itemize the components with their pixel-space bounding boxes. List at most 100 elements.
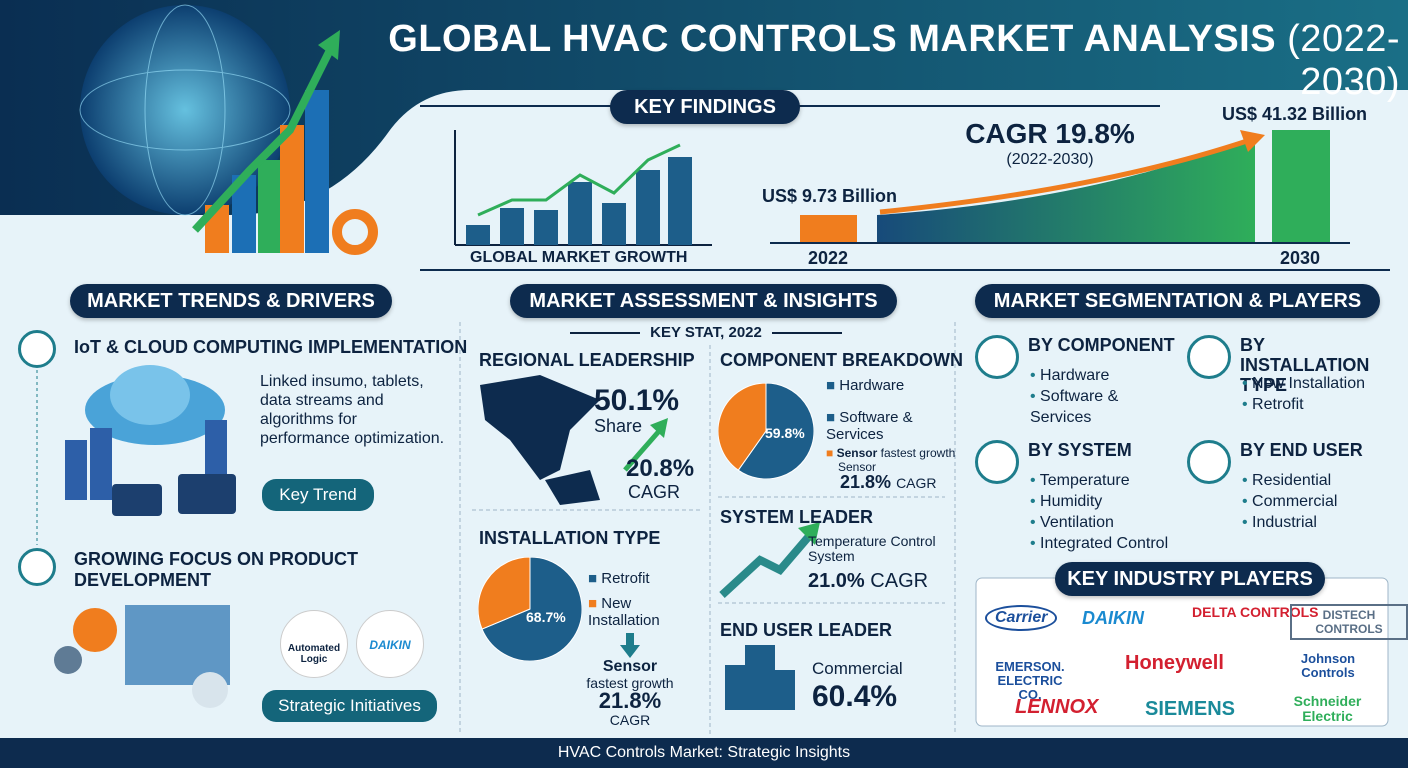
heading: COMPONENT BREAKDOWN [720,350,963,370]
heading: END USER LEADER [720,620,893,640]
player-logo: DISTECH CONTROLS [1290,604,1408,640]
part [73,608,117,652]
part [877,135,1255,243]
icon [18,330,56,368]
player-logo: Johnson Controls [1300,651,1356,680]
part [477,143,681,217]
part [0,738,1408,768]
icon [1187,440,1231,484]
part: Sensor [836,446,878,460]
part [125,605,230,685]
group-item: Humidity [1030,491,1180,512]
section-title: MARKET SEGMENTATION & PLAYERS [975,284,1380,318]
part: Hardware [839,377,905,394]
group-item: Retrofit [1242,394,1392,415]
group-item: New Installation [1242,373,1392,394]
part [90,428,112,500]
part [205,420,227,480]
part [110,365,190,425]
share: 60.4% [812,680,898,713]
part [305,90,329,253]
trend-heading: GROWING FOCUS ON PRODUCT DEVELOPMENT [74,549,358,590]
cagr-period: (2022-2030) [1006,151,1094,168]
group-item: Hardware [1030,365,1180,386]
part [1240,130,1265,152]
trend-text: Linked insumo, tablets, data streams and… [260,373,445,447]
part [318,30,340,60]
part [534,210,558,245]
start-value: US$ 9.73 Billion [762,186,898,206]
part: CAGR [609,712,651,728]
part [65,420,227,500]
group-heading: BY END USER [1240,440,1363,460]
part [480,375,600,480]
group-item: Integrated Control [1030,533,1180,554]
group-item: Commercial [1242,491,1392,512]
part [620,645,640,658]
part: ■ [826,377,840,394]
part [466,225,490,245]
note: Sensor fastest growth 21.8% CAGR [570,658,690,729]
part [178,474,236,514]
part [258,160,282,253]
part: ■ [588,570,602,587]
part: 21.8% [840,472,892,492]
part: (2022-2030) [1287,18,1400,103]
part [144,4,226,216]
part [280,125,304,253]
part: ■ [826,446,837,460]
part [568,182,592,245]
tag: Strategic Initiatives [262,690,437,722]
part: fastest growth [880,446,956,460]
icon [975,335,1019,379]
chart-label: GLOBAL MARKET GROWTH [470,249,688,266]
player-logo: SIEMENS [1145,698,1236,720]
end-user: Commercial [812,659,903,678]
player-logo: EMERSON. ELECTRIC CO. [995,659,1065,702]
icon [18,548,56,586]
part: ■ [826,409,840,426]
part [112,484,162,516]
part [500,208,524,245]
tag: Key Trend [262,479,374,511]
part [668,157,692,245]
share-label: Share [594,416,643,436]
part [192,30,340,253]
start-year: 2022 [808,248,849,268]
part [65,440,87,500]
icon [975,440,1019,484]
group-item: Temperature [1030,470,1180,491]
group-item: Software & Services [1030,386,1180,428]
part [650,418,668,438]
part: CAGR [896,475,937,491]
footer: HVAC Controls Market: Strategic Insights [557,744,851,761]
heading: SYSTEM LEADER [720,507,874,527]
pie-label: 59.8% [765,425,805,441]
legend: ■ Hardware [826,377,904,394]
group-item: Ventilation [1030,512,1180,533]
cagr: 21.0% CAGR [808,570,928,593]
system-name: Temperature Control System [808,533,936,564]
player-logo: LENNOX [1015,696,1099,718]
part [636,170,660,245]
part [79,69,291,151]
part: ■ [588,595,602,612]
pie-slice [481,557,582,661]
part: Software & Services [826,409,913,443]
pie-slice [737,383,814,479]
trend-heading: IoT & CLOUD COMPUTING IMPLEMENTATION [74,337,468,357]
heading: INSTALLATION TYPE [479,528,661,548]
part [192,48,334,233]
logo: Automated Logic [280,610,348,678]
legend: ■ New Installation [588,595,688,629]
legend: ■ Retrofit [588,570,650,587]
part: Retrofit [601,570,650,587]
part [332,209,378,255]
title: GLOBAL HVAC CONTROLS MARKET ANALYSIS (20… [380,18,1400,104]
part [623,428,662,472]
subtitle: KEY STAT, 2022 [650,324,762,341]
cagr: CAGR 19.8% [965,118,1135,149]
part [192,672,228,708]
